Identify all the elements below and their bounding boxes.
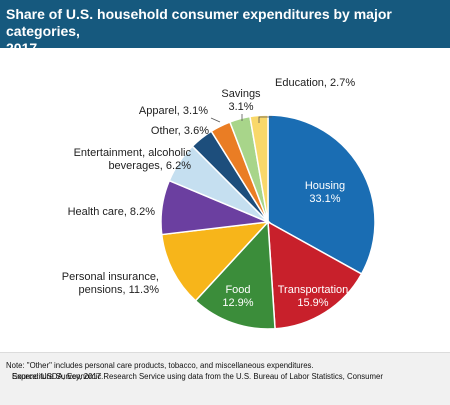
- label-housing: Housing 33.1%: [305, 180, 345, 205]
- chart-footer: Note: "Other" includes personal care pro…: [0, 352, 450, 405]
- label-health-care: Health care, 8.2%: [68, 206, 156, 218]
- label-personal-insurance: Personal insurance, pensions, 11.3%: [62, 271, 159, 296]
- chart-area: Housing 33.1% Transportation 15.9% Food 12.9%…: [0, 48, 450, 352]
- label-apparel: Apparel, 3.1%: [139, 105, 208, 117]
- pie-slice-personal-insurance: [160, 221, 270, 302]
- chart-title-line-1: Share of U.S. household consumer expendi…: [6, 6, 392, 39]
- pie-slice-food: [194, 220, 276, 330]
- chart-header: Share of U.S. household consumer expendi…: [0, 0, 450, 56]
- label-food: Food 12.9%: [222, 284, 253, 309]
- label-entertainment: Entertainment, alcoholic beverages, 6.2%: [74, 147, 192, 172]
- footer-source-line-2: Expenditure Survey, 2017.: [12, 372, 104, 381]
- pie-slice-transportation: [267, 220, 363, 330]
- leader-education: [258, 116, 272, 123]
- footer-note: Note: "Other" includes personal care pro…: [6, 361, 314, 370]
- label-other: Other, 3.6%: [151, 125, 209, 137]
- leader-apparel: [210, 117, 221, 123]
- footer-source-line-1: Source: USDA, Economic Research Service …: [12, 372, 383, 381]
- label-transportation: Transportation 15.9%: [278, 284, 349, 309]
- label-savings: Savings 3.1%: [221, 88, 261, 113]
- pie-slice-housing: [267, 114, 376, 275]
- label-education: Education, 2.7%: [275, 77, 355, 89]
- pie-chart: Housing 33.1% Transportation 15.9% Food 12.9%…: [62, 77, 376, 330]
- pie-slice-education: [249, 114, 269, 223]
